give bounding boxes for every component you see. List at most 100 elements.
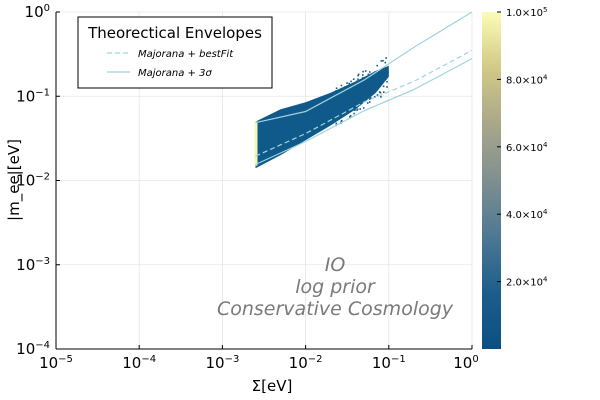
density-point <box>362 74 364 76</box>
annotation-ordering: IO <box>325 254 346 276</box>
density-point <box>356 97 358 100</box>
density-point <box>356 80 358 82</box>
y-tick-label: 100 <box>25 3 50 21</box>
density-point <box>356 109 358 111</box>
density-point <box>362 70 364 73</box>
density-point <box>361 77 364 79</box>
density-point <box>374 76 376 79</box>
density-point <box>382 80 384 82</box>
series-line-3sigma-lower <box>255 58 472 166</box>
density-point <box>373 82 375 85</box>
density-point <box>339 93 342 95</box>
y-axis-title: |m_ee|[eV] <box>5 139 24 221</box>
density-point <box>368 89 371 92</box>
density-point <box>354 105 356 107</box>
density-point <box>335 87 338 89</box>
density-point <box>365 91 368 93</box>
density-point <box>359 83 362 85</box>
density-point <box>354 109 356 111</box>
density-point <box>357 90 359 93</box>
colorbar-tick-label: 1.0×105 <box>506 6 547 19</box>
density-point <box>364 90 367 92</box>
x-tick-label: 10−4 <box>122 354 156 372</box>
density-point <box>340 120 343 123</box>
density-point <box>377 83 379 85</box>
density-point <box>386 70 389 72</box>
density-point <box>349 110 351 113</box>
density-point <box>350 106 353 109</box>
density-point <box>343 105 345 108</box>
density-point <box>355 92 357 94</box>
density-point <box>335 122 338 125</box>
density-point <box>337 107 340 109</box>
density-point <box>346 96 349 98</box>
colorbar-gradient <box>482 12 501 349</box>
density-point <box>356 93 358 95</box>
density-point <box>356 103 359 105</box>
density-point <box>385 57 387 59</box>
density-point <box>332 104 334 106</box>
density-point <box>373 96 376 98</box>
legend: Theorectical Envelopes Majorana + bestFi… <box>77 16 273 89</box>
density-point <box>358 102 360 104</box>
colorbar-ticks: 2.0×104 4.0×104 6.0×104 8.0×104 1.0×105 <box>497 6 548 289</box>
x-tick-label: 10−3 <box>205 354 239 372</box>
density-point <box>387 71 389 74</box>
density-region <box>255 65 389 169</box>
y-tick-label: 10−1 <box>16 87 50 105</box>
density-point <box>353 112 355 115</box>
density-point <box>369 85 371 87</box>
density-point <box>376 94 379 96</box>
series-line-bestfit <box>255 49 472 157</box>
density-point <box>372 77 374 80</box>
density-point <box>376 64 378 67</box>
density-point <box>380 96 382 98</box>
density-point <box>346 104 349 107</box>
density-point <box>359 89 361 91</box>
density-point <box>369 93 372 95</box>
density-point <box>335 90 337 92</box>
density-point <box>370 78 372 81</box>
density-point <box>358 101 361 103</box>
density-point <box>370 97 372 99</box>
density-point <box>364 89 367 91</box>
density-point <box>368 101 371 103</box>
density-point <box>349 115 352 117</box>
density-point <box>383 69 385 71</box>
x-axis-title: Σ[eV] <box>252 377 293 395</box>
density-point <box>333 112 336 114</box>
density-point <box>371 76 374 78</box>
density-point <box>352 78 355 80</box>
density-point <box>346 82 348 84</box>
x-tick-label: 10−5 <box>39 354 73 372</box>
density-point <box>356 95 359 97</box>
density-point <box>331 114 333 116</box>
density-point <box>356 83 359 86</box>
density-point <box>333 110 335 113</box>
density-point <box>366 102 369 104</box>
density-point <box>356 108 359 110</box>
density-point <box>346 109 348 112</box>
density-point <box>383 91 385 93</box>
density-point <box>335 119 338 121</box>
colorbar-tick-label: 2.0×104 <box>506 276 548 289</box>
density-point <box>369 71 371 73</box>
density-point <box>338 114 341 117</box>
density-point <box>369 98 371 100</box>
density-point <box>374 75 377 78</box>
x-tick-label: 10−1 <box>372 354 406 372</box>
density-point <box>359 101 362 103</box>
density-point <box>340 84 343 87</box>
density-point <box>357 78 359 81</box>
density-point <box>332 112 335 114</box>
series-line-3sigma-upper <box>255 12 472 124</box>
y-tick-label: 10−4 <box>16 340 50 358</box>
density-point <box>382 74 385 76</box>
annotation-cosmology: Conservative Cosmology <box>217 298 454 320</box>
annotation-prior: log prior <box>295 276 376 298</box>
colorbar-tick-label: 6.0×104 <box>506 141 548 154</box>
density-point <box>350 80 352 83</box>
x-tick-label: 10−2 <box>289 354 323 372</box>
density-point <box>348 82 350 85</box>
density-point <box>382 68 384 71</box>
